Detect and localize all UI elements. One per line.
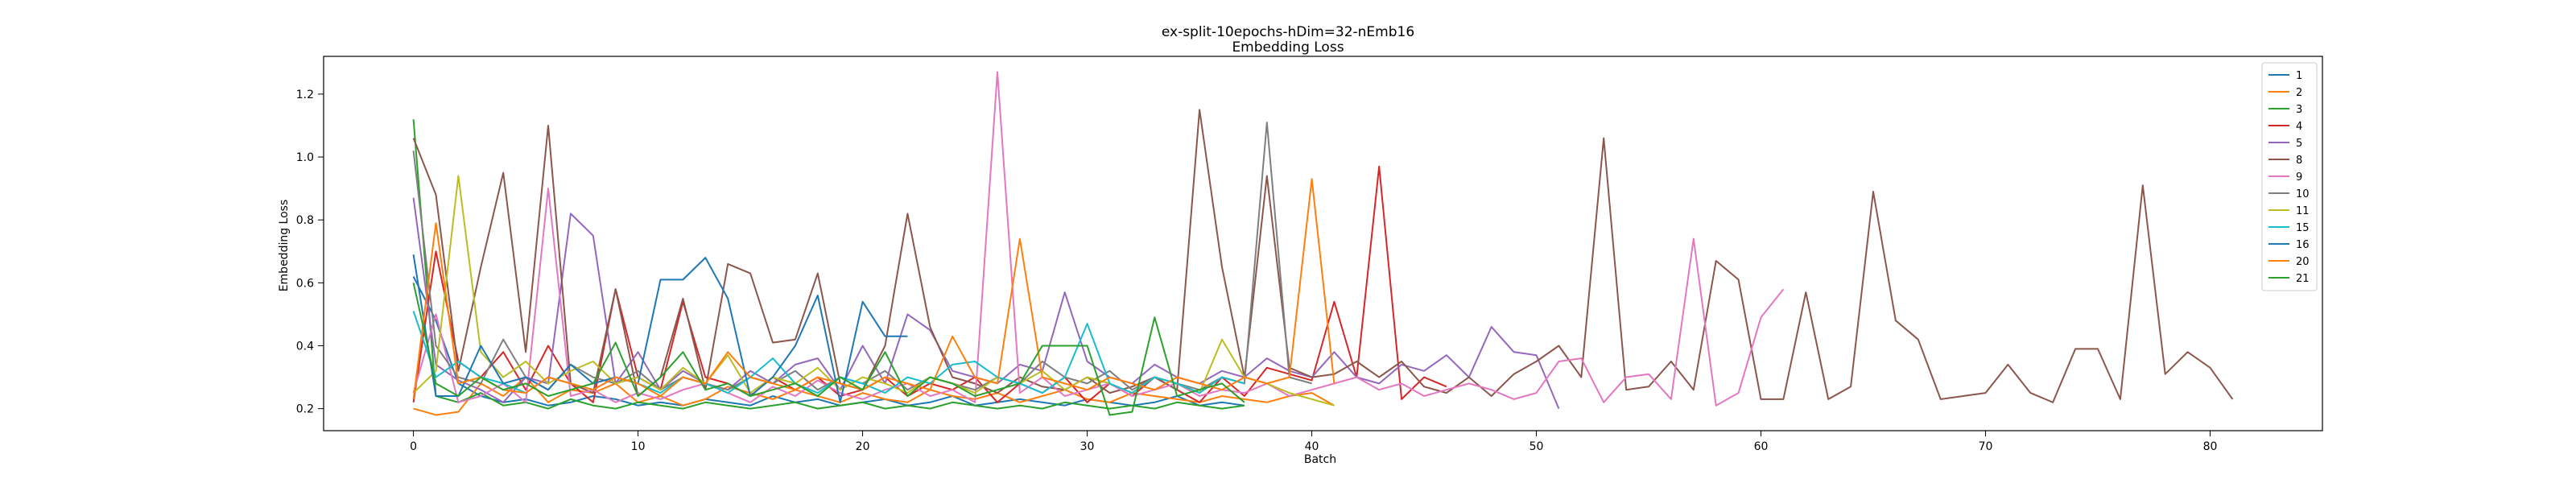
legend-label-3: 3 [2296,104,2302,116]
legend-label-15: 15 [2296,222,2310,234]
legend-label-10: 10 [2296,188,2310,200]
x-tick-label: 20 [856,440,870,453]
series-layer [412,71,2234,416]
plot-background [324,56,2322,431]
chart-subtitle: Embedding Loss [1232,39,1344,56]
x-tick-label: 30 [1080,440,1095,453]
x-tick-label: 0 [410,440,417,453]
series-line-16 [412,254,908,403]
legend-label-11: 11 [2296,205,2310,217]
y-tick-label: 0.6 [296,277,314,290]
x-tick-label: 80 [2203,440,2218,453]
series-line-21 [412,283,1245,416]
axes-layer: 0 10 20 30 40 50 60 70 80 0.2 0.4 0.6 0.8 1.0 1.2 [296,56,2323,453]
y-tick-label: 1.2 [296,89,314,101]
legend-label-21: 21 [2296,273,2310,285]
x-tick-label: 60 [1754,440,1769,453]
legend-label-4: 4 [2296,121,2302,133]
legend-label-2: 2 [2296,87,2302,99]
chart-title: ex-split-10epochs-hDim=32-nEmb16 [1162,24,1414,40]
legend-label-16: 16 [2296,239,2310,251]
plot-frame [323,56,2323,431]
plot-area [324,56,2322,431]
series-line-8 [412,109,2234,403]
legend-label-8: 8 [2296,155,2302,167]
legend-label-5: 5 [2296,138,2302,150]
x-tick-label: 40 [1305,440,1319,453]
y-tick-label: 0.4 [296,340,314,353]
y-axis-label: Embedding Loss [278,200,291,292]
x-tick-label: 50 [1530,440,1544,453]
x-tick-label: 70 [1979,440,1993,453]
y-tick-label: 0.2 [296,403,314,416]
series-line-3 [412,119,1245,410]
y-tick-label: 0.8 [296,214,314,227]
legend: 1 2 3 4 5 8 9 10 11 15 16 20 21 [2261,62,2318,291]
x-tick-label: 10 [631,440,646,453]
series-line-20 [412,178,1335,400]
legend-label-20: 20 [2296,256,2310,268]
series-line-2 [413,376,1335,416]
legend-label-9: 9 [2296,171,2302,184]
legend-label-1: 1 [2296,70,2302,82]
y-tick-label: 1.0 [296,151,314,164]
x-axis-label: Batch [1304,453,1336,466]
